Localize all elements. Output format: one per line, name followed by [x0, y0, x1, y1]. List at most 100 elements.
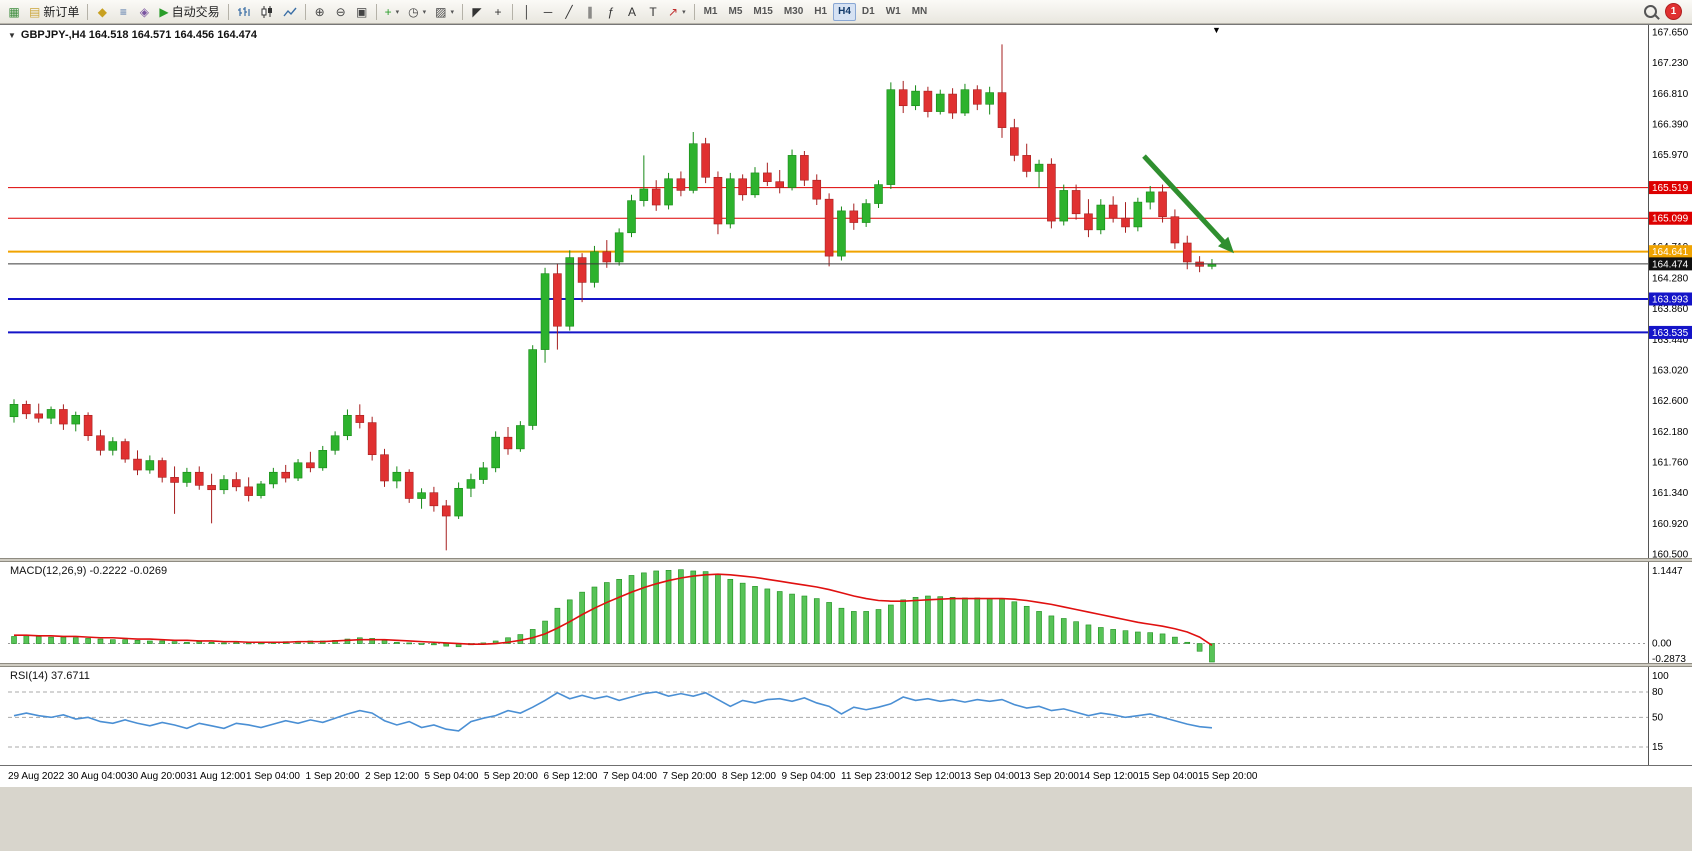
macd-histogram-bar — [1184, 641, 1191, 644]
timeframe-d1-button[interactable]: D1 — [857, 3, 880, 21]
macd-histogram-bar — [35, 636, 42, 644]
new-order-button[interactable]: ▤ 新订单 — [25, 2, 83, 22]
cursor-button[interactable]: ◤ — [467, 2, 487, 22]
time-axis-label: 15 Sep 04:00 — [1138, 771, 1199, 782]
crosshair-button[interactable]: + — [488, 2, 508, 22]
panel-separator[interactable] — [0, 663, 1692, 667]
label-button[interactable]: T — [643, 2, 663, 22]
cursor-icon: ◤ — [472, 4, 482, 19]
timeframe-m1-button[interactable]: M1 — [699, 3, 723, 21]
candlestick-chart-button[interactable] — [256, 2, 278, 22]
macd-histogram-bar — [196, 641, 203, 644]
time-axis-label: 7 Sep 04:00 — [603, 771, 657, 782]
tile-windows-button[interactable]: ▣ — [352, 2, 372, 22]
zoom-in-button[interactable]: ⊕ — [310, 2, 330, 22]
profiles-button[interactable]: ◆ — [92, 2, 112, 22]
zoom-out-button[interactable]: ⊖ — [331, 2, 351, 22]
timeframe-mn-button[interactable]: MN — [907, 3, 933, 21]
navigator-button[interactable]: ◈ — [134, 2, 154, 22]
panel-separator[interactable] — [0, 558, 1692, 562]
candlestick — [466, 479, 476, 489]
horizontal-line-button[interactable]: ─ — [538, 2, 558, 22]
zoom-in-icon: ⊕ — [314, 4, 325, 19]
price-chart[interactable]: 167.650 167.230 166.810 166.390 165.970 165.5… — [0, 25, 1692, 558]
timeframe-h1-button[interactable]: H1 — [809, 3, 832, 21]
new-chart-button[interactable]: ▦ — [4, 2, 24, 22]
toolbar-right-group: 1 — [1644, 3, 1688, 20]
time-axis[interactable]: 29 Aug 2022 30 Aug 04:00 30 Aug 20:00 31 Au… — [0, 765, 1692, 787]
candlestick — [837, 210, 846, 257]
macd-histogram-bar — [962, 597, 968, 644]
candlestick — [120, 441, 130, 460]
timeframe-w1-button[interactable]: W1 — [881, 3, 906, 21]
rsi-axis-label: 100 — [1652, 671, 1669, 682]
periods-button[interactable]: ◷ ▾ — [404, 2, 430, 22]
time-axis-label: 8 Sep 12:00 — [722, 771, 776, 782]
shapes-button[interactable]: ↗ ▾ — [664, 2, 690, 22]
macd-histogram-bar — [134, 640, 141, 644]
candlestick — [750, 172, 760, 196]
candlestick — [651, 188, 661, 206]
candlestick — [886, 89, 896, 185]
fibonacci-button[interactable]: ƒ — [601, 2, 621, 22]
price-badge-label: 164.474 — [1652, 259, 1689, 270]
navigator-icon: ◈ — [139, 4, 149, 19]
candlestick — [454, 487, 463, 517]
candlestick — [59, 409, 68, 425]
rsi-panel[interactable]: 100 80 50 15 — [0, 667, 1692, 765]
templates-button[interactable]: ▨ ▾ — [431, 2, 458, 22]
search-icon[interactable] — [1644, 5, 1657, 18]
market-watch-button[interactable]: ≡ — [113, 2, 133, 22]
time-axis-label: 29 Aug 2022 — [8, 771, 65, 782]
macd-panel[interactable]: 1.1447 0.00 -0.2873 — [0, 562, 1692, 663]
candlestick — [763, 172, 772, 182]
macd-histogram-bar — [1196, 643, 1203, 652]
candlestick — [1133, 201, 1143, 228]
channel-button[interactable]: ∥ — [580, 2, 600, 22]
macd-signal-line — [14, 573, 1213, 646]
timeframe-m15-button[interactable]: M15 — [748, 3, 777, 21]
dropdown-arrow-icon: ▾ — [422, 8, 427, 16]
timeframe-m5-button[interactable]: M5 — [723, 3, 747, 21]
indicators-button[interactable]: + ▾ — [381, 2, 404, 22]
one-click-trading-toggle[interactable]: ▼ — [8, 30, 16, 40]
rsi-axis-label: 15 — [1652, 742, 1664, 753]
price-axis-label: 162.180 — [1652, 427, 1689, 438]
timeframe-h4-button[interactable]: H4 — [833, 2, 856, 21]
macd-histogram-bar — [122, 639, 128, 644]
macd-histogram-bar — [431, 643, 437, 646]
vertical-line-button[interactable]: │ — [517, 2, 537, 22]
notification-badge[interactable]: 1 — [1665, 3, 1682, 20]
candlestick — [281, 471, 291, 479]
line-chart-button[interactable] — [279, 2, 301, 22]
time-axis-label: 30 Aug 20:00 — [127, 771, 186, 782]
candlestick — [565, 257, 575, 327]
time-axis-label: 11 Sep 23:00 — [841, 771, 900, 782]
bar-chart-button[interactable] — [233, 2, 255, 22]
price-axis-label: 163.020 — [1652, 366, 1689, 377]
candlestick — [330, 435, 340, 451]
time-axis-label: 13 Sep 20:00 — [1019, 771, 1080, 782]
candlestick — [1170, 216, 1180, 244]
trendline-button[interactable]: ╱ — [559, 2, 579, 22]
trend-arrow-annotation[interactable] — [1142, 154, 1228, 247]
macd-histogram-bar — [776, 591, 783, 644]
candlestick — [182, 471, 192, 483]
candlestick — [1071, 190, 1081, 215]
channel-icon: ∥ — [587, 4, 593, 19]
timeframe-m30-button[interactable]: M30 — [779, 3, 808, 21]
trend-arrow-head — [1217, 236, 1234, 254]
window-bottom-area — [0, 786, 1692, 851]
price-axis-label: 167.650 — [1652, 28, 1689, 39]
macd-axis-label: 0.00 — [1652, 639, 1672, 650]
macd-histogram-bar — [1085, 624, 1092, 644]
market-watch-icon: ≡ — [119, 4, 127, 19]
toolbar-separator — [693, 3, 695, 20]
time-axis-label: 7 Sep 20:00 — [662, 771, 717, 782]
macd-histogram-bar — [739, 582, 746, 644]
candlestick — [1022, 155, 1032, 172]
autotrading-button[interactable]: ▶ 自动交易 — [155, 2, 223, 22]
rsi-axis-label: 50 — [1652, 712, 1664, 723]
macd-histogram-bar — [628, 575, 635, 644]
text-button[interactable]: A — [622, 2, 642, 22]
